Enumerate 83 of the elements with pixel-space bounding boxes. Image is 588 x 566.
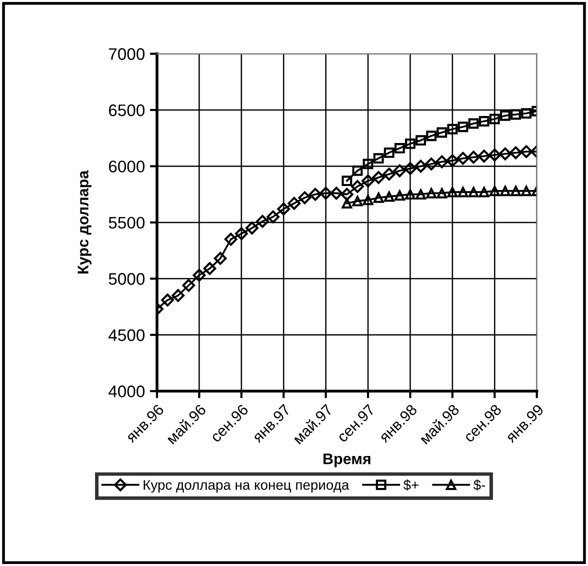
point (488, 148, 502, 162)
point (478, 116, 490, 126)
point (382, 168, 396, 181)
point (351, 180, 364, 193)
point (256, 214, 269, 228)
point (372, 171, 386, 184)
point (404, 162, 417, 175)
point (436, 127, 448, 138)
point (362, 174, 374, 188)
legend-label: Курс доллара на конец периода (144, 480, 350, 493)
point (224, 232, 238, 246)
point (405, 138, 416, 149)
point (330, 186, 343, 200)
point (298, 191, 312, 204)
point (447, 124, 458, 134)
point (288, 196, 301, 210)
point (478, 186, 490, 198)
point (394, 190, 405, 201)
point (510, 109, 521, 120)
point (394, 143, 405, 154)
legend-label: $+ (403, 479, 418, 491)
point (192, 268, 206, 282)
point (161, 294, 174, 306)
point (352, 196, 363, 206)
point (436, 188, 448, 198)
point (266, 210, 280, 224)
point (342, 198, 352, 209)
point (489, 186, 500, 196)
point (500, 110, 510, 121)
point (489, 114, 500, 124)
point (373, 192, 384, 203)
point (416, 135, 426, 146)
point (234, 227, 248, 240)
point (203, 262, 216, 275)
point (182, 278, 196, 292)
point (405, 189, 416, 200)
point (246, 222, 258, 235)
y-tick-label: 4000 (108, 386, 145, 398)
point (214, 252, 227, 265)
point (384, 191, 394, 202)
point (500, 186, 510, 196)
point (277, 202, 290, 216)
point (424, 158, 438, 170)
point (458, 186, 468, 198)
point (426, 130, 437, 142)
legend-label: $- (473, 479, 486, 491)
point (384, 148, 394, 158)
point (478, 150, 491, 163)
point (446, 154, 459, 168)
point (521, 186, 532, 196)
point (393, 164, 406, 178)
point (447, 186, 458, 198)
point (308, 188, 322, 201)
point (468, 118, 479, 129)
point (467, 150, 480, 164)
y-axis-title: Курс доллара (78, 170, 92, 274)
point (456, 152, 470, 165)
point (362, 194, 374, 206)
y-tick-label: 6500 (108, 104, 145, 116)
y-tick-label: 6000 (108, 160, 145, 172)
point (362, 158, 374, 170)
point (319, 186, 332, 200)
point (426, 188, 437, 198)
y-tick-label: 5000 (108, 273, 145, 285)
point (435, 155, 448, 168)
point (414, 160, 428, 173)
x-axis-title: Время (324, 454, 370, 468)
point (172, 289, 185, 302)
point (458, 122, 468, 132)
y-tick-label: 5500 (108, 216, 145, 229)
point (340, 188, 354, 201)
point (342, 176, 352, 186)
y-tick-label: 4500 (108, 329, 145, 342)
point (510, 186, 521, 196)
point (509, 146, 522, 160)
y-tick-label: 7000 (108, 48, 145, 60)
point (520, 145, 533, 158)
point (416, 189, 426, 200)
point (352, 166, 363, 176)
point (373, 153, 384, 164)
point (521, 108, 532, 119)
point (498, 147, 512, 160)
point (468, 186, 479, 198)
